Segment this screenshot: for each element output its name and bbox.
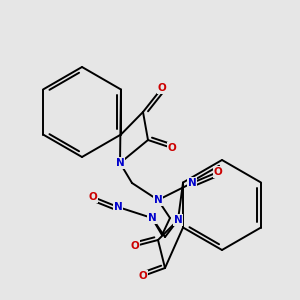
Text: O: O [158, 83, 166, 93]
Text: O: O [139, 271, 147, 281]
Text: O: O [214, 167, 222, 177]
Text: N: N [174, 215, 182, 225]
Text: O: O [88, 192, 98, 202]
Text: N: N [116, 158, 124, 168]
Text: N: N [188, 178, 196, 188]
Text: N: N [148, 213, 156, 223]
Text: N: N [154, 195, 162, 205]
Text: N: N [114, 202, 122, 212]
Text: O: O [130, 241, 140, 251]
Text: O: O [168, 143, 176, 153]
